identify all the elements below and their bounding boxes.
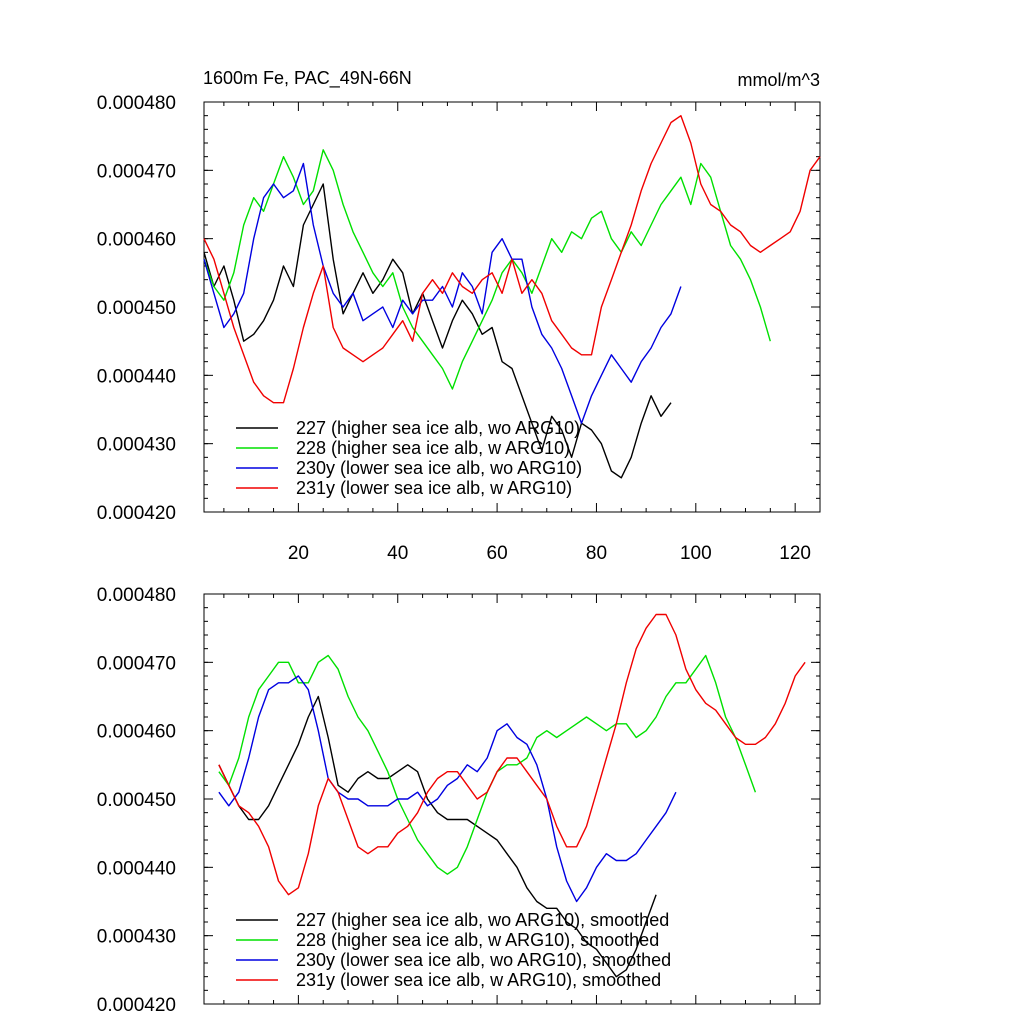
- x-tick-label: 120: [779, 543, 811, 564]
- series-line: [218, 613, 806, 896]
- y-tick-label: 0.000480: [97, 93, 176, 114]
- series-line: [203, 183, 672, 479]
- y-tick-label: 0.000420: [97, 503, 176, 524]
- y-tick-label: 0.000420: [97, 995, 176, 1016]
- y-tick-label: 0.000460: [97, 230, 176, 251]
- y-tick-label: 0.000430: [97, 927, 176, 948]
- y-tick-label: 0.000440: [97, 858, 176, 879]
- x-tick-label: 60: [487, 543, 508, 564]
- series-line: [203, 114, 821, 404]
- x-tick-label: 100: [680, 543, 712, 564]
- legend-label: 230y (lower sea ice alb, wo ARG10), smoo…: [296, 950, 671, 970]
- series-line: [203, 149, 771, 390]
- series-line: [218, 695, 657, 978]
- y-tick-label: 0.000440: [97, 366, 176, 387]
- series-line: [218, 675, 677, 903]
- series-line: [203, 162, 682, 424]
- y-tick-label: 0.000450: [97, 298, 176, 319]
- legend-label: 228 (higher sea ice alb, w ARG10): [296, 438, 570, 458]
- legend-label: 231y (lower sea ice alb, w ARG10), smoot…: [296, 970, 661, 990]
- top-panel: 0.000420 0.000430 0.000440 0.000450 0.000460…: [97, 93, 821, 564]
- legend-label: 227 (higher sea ice alb, wo ARG10): [296, 418, 580, 438]
- legend-label: 230y (lower sea ice alb, wo ARG10): [296, 458, 582, 478]
- y-tick-label: 0.000450: [97, 790, 176, 811]
- y-tick-label: 0.000470: [97, 161, 176, 182]
- x-tick-label: 20: [288, 543, 309, 564]
- figure-title: 1600m Fe, PAC_49N-66N: [203, 68, 412, 89]
- y-tick-label: 0.000480: [97, 585, 176, 606]
- legend-label: 228 (higher sea ice alb, w ARG10), smoot…: [296, 930, 659, 950]
- figure-units: mmol/m^3: [738, 70, 820, 90]
- y-tick-label: 0.000470: [97, 653, 176, 674]
- x-tick-label: 80: [586, 543, 607, 564]
- legend-label: 231y (lower sea ice alb, w ARG10): [296, 478, 572, 498]
- y-tick-label: 0.000430: [97, 435, 176, 456]
- series-line: [218, 654, 757, 875]
- y-tick-label: 0.000460: [97, 722, 176, 743]
- legend-label: 227 (higher sea ice alb, wo ARG10), smoo…: [296, 910, 669, 930]
- x-tick-label: 40: [387, 543, 408, 564]
- bottom-panel: 0.000420 0.000430 0.000440 0.000450 0.000460…: [97, 585, 821, 1016]
